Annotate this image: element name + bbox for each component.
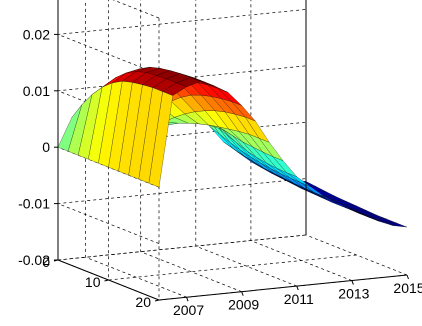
x-tick-label-0: 2007 (173, 302, 204, 318)
grid-line-x-1 (140, 0, 242, 293)
x-tick-label-4: 2015 (393, 280, 422, 296)
z-tick-label-1: -0.01 (18, 196, 50, 212)
grid-line-z-1 (57, 178, 307, 244)
x-tick-mark-0 (186, 297, 189, 302)
grid-line-z-0 (57, 234, 307, 301)
surface-patch-0-9 (148, 91, 173, 188)
grid-line-y-2 (158, 18, 408, 301)
z-tick-label-2: 0 (42, 139, 50, 155)
x-tick-label-1: 2009 (228, 297, 259, 313)
tick-labels: 2007 2009 2011 2013 2015 0 10 20 -0.02 -0.01 0 0.01… (18, 26, 422, 318)
y-tick-label-1: 10 (85, 274, 101, 290)
x-tick-mark-3 (351, 280, 354, 285)
grid-line-x-4 (305, 0, 408, 276)
grid-line-z-5 (112, 0, 160, 19)
x-tick-label-2: 2011 (284, 291, 314, 307)
y-tick-mark-1 (104, 279, 109, 282)
z-tick-label-4: 0.02 (23, 26, 50, 42)
x-tick-mark-4 (406, 274, 409, 280)
x-axis-line (158, 274, 408, 301)
x-tick-mark-1 (241, 291, 244, 296)
z-tick-label-0: -0.02 (18, 252, 50, 268)
axis-layer (53, 0, 409, 302)
x-tick-mark-2 (296, 285, 299, 291)
grid-line-x-0 (85, 0, 187, 298)
x-tick-label-3: 2013 (338, 286, 369, 302)
y-tick-label-0: 0 (42, 254, 50, 270)
z-tick-label-3: 0.01 (23, 83, 50, 99)
y-tick-label-2: 20 (135, 294, 151, 310)
surface-layer (57, 67, 408, 228)
y-tick-mark-2 (154, 299, 160, 302)
grid-line-z-4 (57, 9, 307, 75)
